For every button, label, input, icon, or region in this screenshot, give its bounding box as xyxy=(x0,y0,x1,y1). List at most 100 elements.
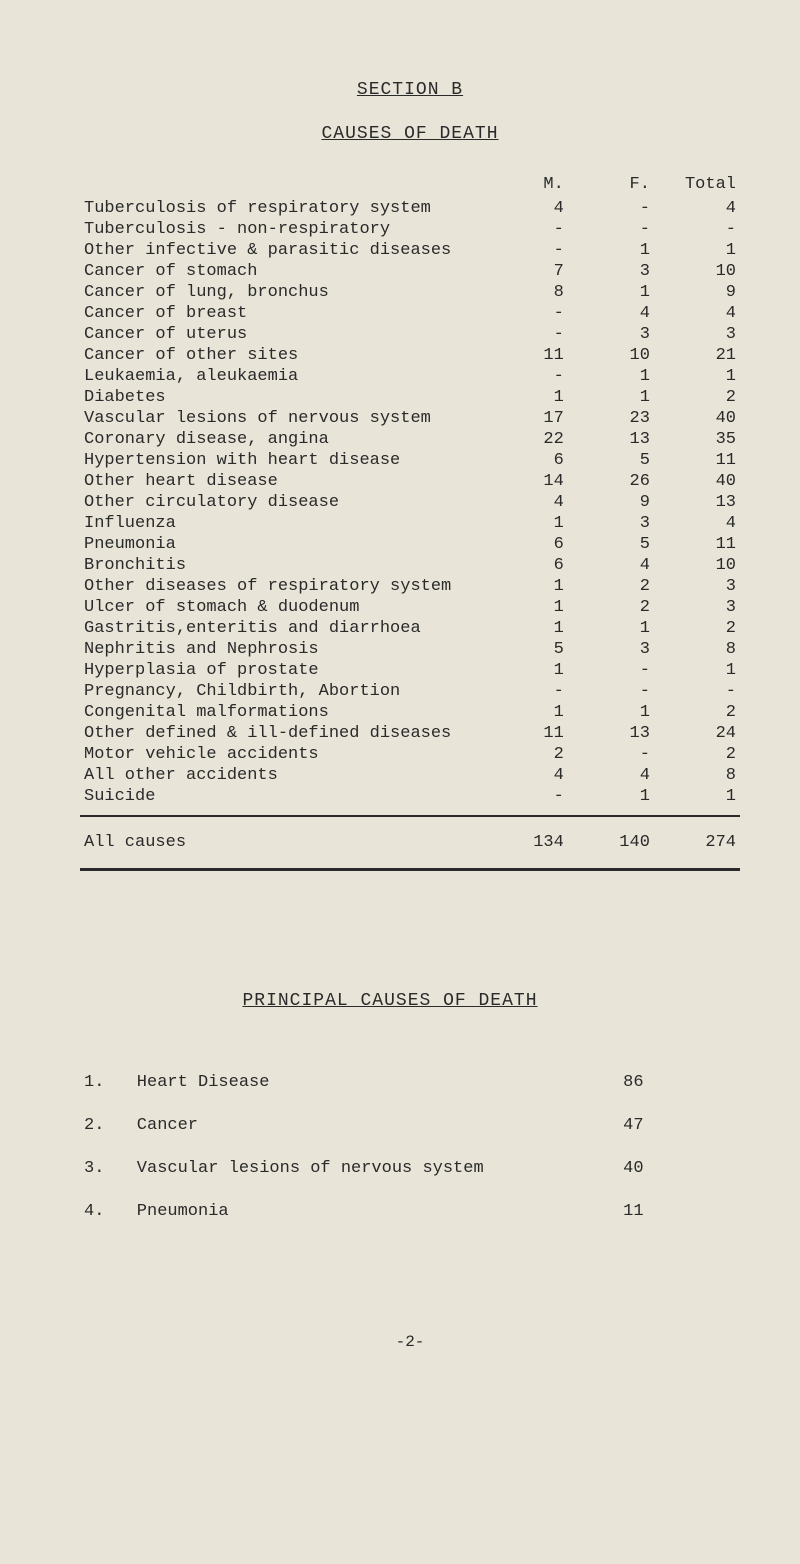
cause-total: 4 xyxy=(654,198,740,219)
cause-f: 3 xyxy=(568,513,654,534)
cause-label: Tuberculosis of respiratory system xyxy=(80,198,482,219)
cause-m: 1 xyxy=(482,387,568,408)
principal-table: 1.Heart Disease862.Cancer473.Vascular le… xyxy=(80,1061,740,1233)
totals-f: 140 xyxy=(568,825,654,860)
cause-f: - xyxy=(568,198,654,219)
divider-thick xyxy=(80,868,740,871)
cause-f: 2 xyxy=(568,597,654,618)
cause-f: 10 xyxy=(568,345,654,366)
cause-label: Nephritis and Nephrosis xyxy=(80,639,482,660)
cause-total: 40 xyxy=(654,471,740,492)
table-row: Cancer of uterus-33 xyxy=(80,324,740,345)
cause-m: - xyxy=(482,240,568,261)
cause-f: - xyxy=(568,681,654,702)
table-row: Influenza134 xyxy=(80,513,740,534)
cause-f: 3 xyxy=(568,261,654,282)
cause-label: Cancer of stomach xyxy=(80,261,482,282)
cause-label: Leukaemia, aleukaemia xyxy=(80,366,482,387)
cause-label: Coronary disease, angina xyxy=(80,429,482,450)
cause-label: Congenital malformations xyxy=(80,702,482,723)
cause-f: 1 xyxy=(568,366,654,387)
cause-total: 8 xyxy=(654,639,740,660)
cause-label: Gastritis,enteritis and diarrhoea xyxy=(80,618,482,639)
principal-row: 2.Cancer47 xyxy=(80,1104,740,1147)
cause-m: 1 xyxy=(482,618,568,639)
cause-f: 1 xyxy=(568,786,654,807)
totals-table: All causes 134 140 274 xyxy=(80,825,740,860)
col-total: Total xyxy=(654,174,740,198)
cause-f: 1 xyxy=(568,618,654,639)
cause-f: 1 xyxy=(568,387,654,408)
cause-label: Motor vehicle accidents xyxy=(80,744,482,765)
table-row: Leukaemia, aleukaemia-11 xyxy=(80,366,740,387)
cause-total: 10 xyxy=(654,261,740,282)
cause-m: - xyxy=(482,324,568,345)
principal-label: Heart Disease xyxy=(133,1061,569,1104)
cause-f: - xyxy=(568,744,654,765)
cause-label: Other defined & ill-defined diseases xyxy=(80,723,482,744)
cause-label: Hyperplasia of prostate xyxy=(80,660,482,681)
cause-total: 4 xyxy=(654,303,740,324)
section-title: SECTION B xyxy=(80,80,740,100)
principal-num: 2. xyxy=(80,1104,133,1147)
table-row: Tuberculosis of respiratory system4-4 xyxy=(80,198,740,219)
cause-m: 17 xyxy=(482,408,568,429)
cause-label: Pneumonia xyxy=(80,534,482,555)
cause-total: 11 xyxy=(654,450,740,471)
cause-total: 40 xyxy=(654,408,740,429)
table-row: All other accidents448 xyxy=(80,765,740,786)
table-row: Nephritis and Nephrosis538 xyxy=(80,639,740,660)
cause-total: 13 xyxy=(654,492,740,513)
principal-label: Pneumonia xyxy=(133,1190,569,1233)
cause-total: 2 xyxy=(654,744,740,765)
cause-m: 5 xyxy=(482,639,568,660)
cause-m: 1 xyxy=(482,597,568,618)
cause-f: 9 xyxy=(568,492,654,513)
table-row: Pneumonia6511 xyxy=(80,534,740,555)
cause-label: Cancer of lung, bronchus xyxy=(80,282,482,303)
cause-label: Other infective & parasitic diseases xyxy=(80,240,482,261)
cause-f: 4 xyxy=(568,303,654,324)
cause-m: 4 xyxy=(482,765,568,786)
cause-label: Other heart disease xyxy=(80,471,482,492)
col-f: F. xyxy=(568,174,654,198)
cause-m: - xyxy=(482,366,568,387)
cause-m: 8 xyxy=(482,282,568,303)
principal-row: 3.Vascular lesions of nervous system40 xyxy=(80,1147,740,1190)
cause-f: 3 xyxy=(568,639,654,660)
cause-f: 4 xyxy=(568,765,654,786)
cause-total: 1 xyxy=(654,660,740,681)
principal-num: 3. xyxy=(80,1147,133,1190)
cause-label: All other accidents xyxy=(80,765,482,786)
col-m: M. xyxy=(482,174,568,198)
cause-label: Influenza xyxy=(80,513,482,534)
cause-total: 2 xyxy=(654,702,740,723)
totals-label: All causes xyxy=(80,825,482,860)
table-row: Hyperplasia of prostate1-1 xyxy=(80,660,740,681)
cause-total: - xyxy=(654,681,740,702)
principal-row: 4.Pneumonia11 xyxy=(80,1190,740,1233)
cause-m: 11 xyxy=(482,723,568,744)
cause-f: 13 xyxy=(568,723,654,744)
cause-m: 6 xyxy=(482,555,568,576)
cause-total: 24 xyxy=(654,723,740,744)
cause-label: Cancer of other sites xyxy=(80,345,482,366)
table-row: Cancer of lung, bronchus819 xyxy=(80,282,740,303)
cause-f: 26 xyxy=(568,471,654,492)
cause-label: Hypertension with heart disease xyxy=(80,450,482,471)
divider xyxy=(80,815,740,817)
table-row: Other diseases of respiratory system123 xyxy=(80,576,740,597)
table-row: Gastritis,enteritis and diarrhoea112 xyxy=(80,618,740,639)
principal-num: 4. xyxy=(80,1190,133,1233)
subtitle: CAUSES OF DEATH xyxy=(80,124,740,144)
principal-value: 40 xyxy=(568,1147,647,1190)
cause-total: 1 xyxy=(654,786,740,807)
cause-total: 9 xyxy=(654,282,740,303)
cause-label: Vascular lesions of nervous system xyxy=(80,408,482,429)
cause-total: 21 xyxy=(654,345,740,366)
cause-m: 1 xyxy=(482,660,568,681)
principal-num: 1. xyxy=(80,1061,133,1104)
principal-value: 11 xyxy=(568,1190,647,1233)
table-header-row: M. F. Total xyxy=(80,174,740,198)
table-row: Cancer of stomach7310 xyxy=(80,261,740,282)
